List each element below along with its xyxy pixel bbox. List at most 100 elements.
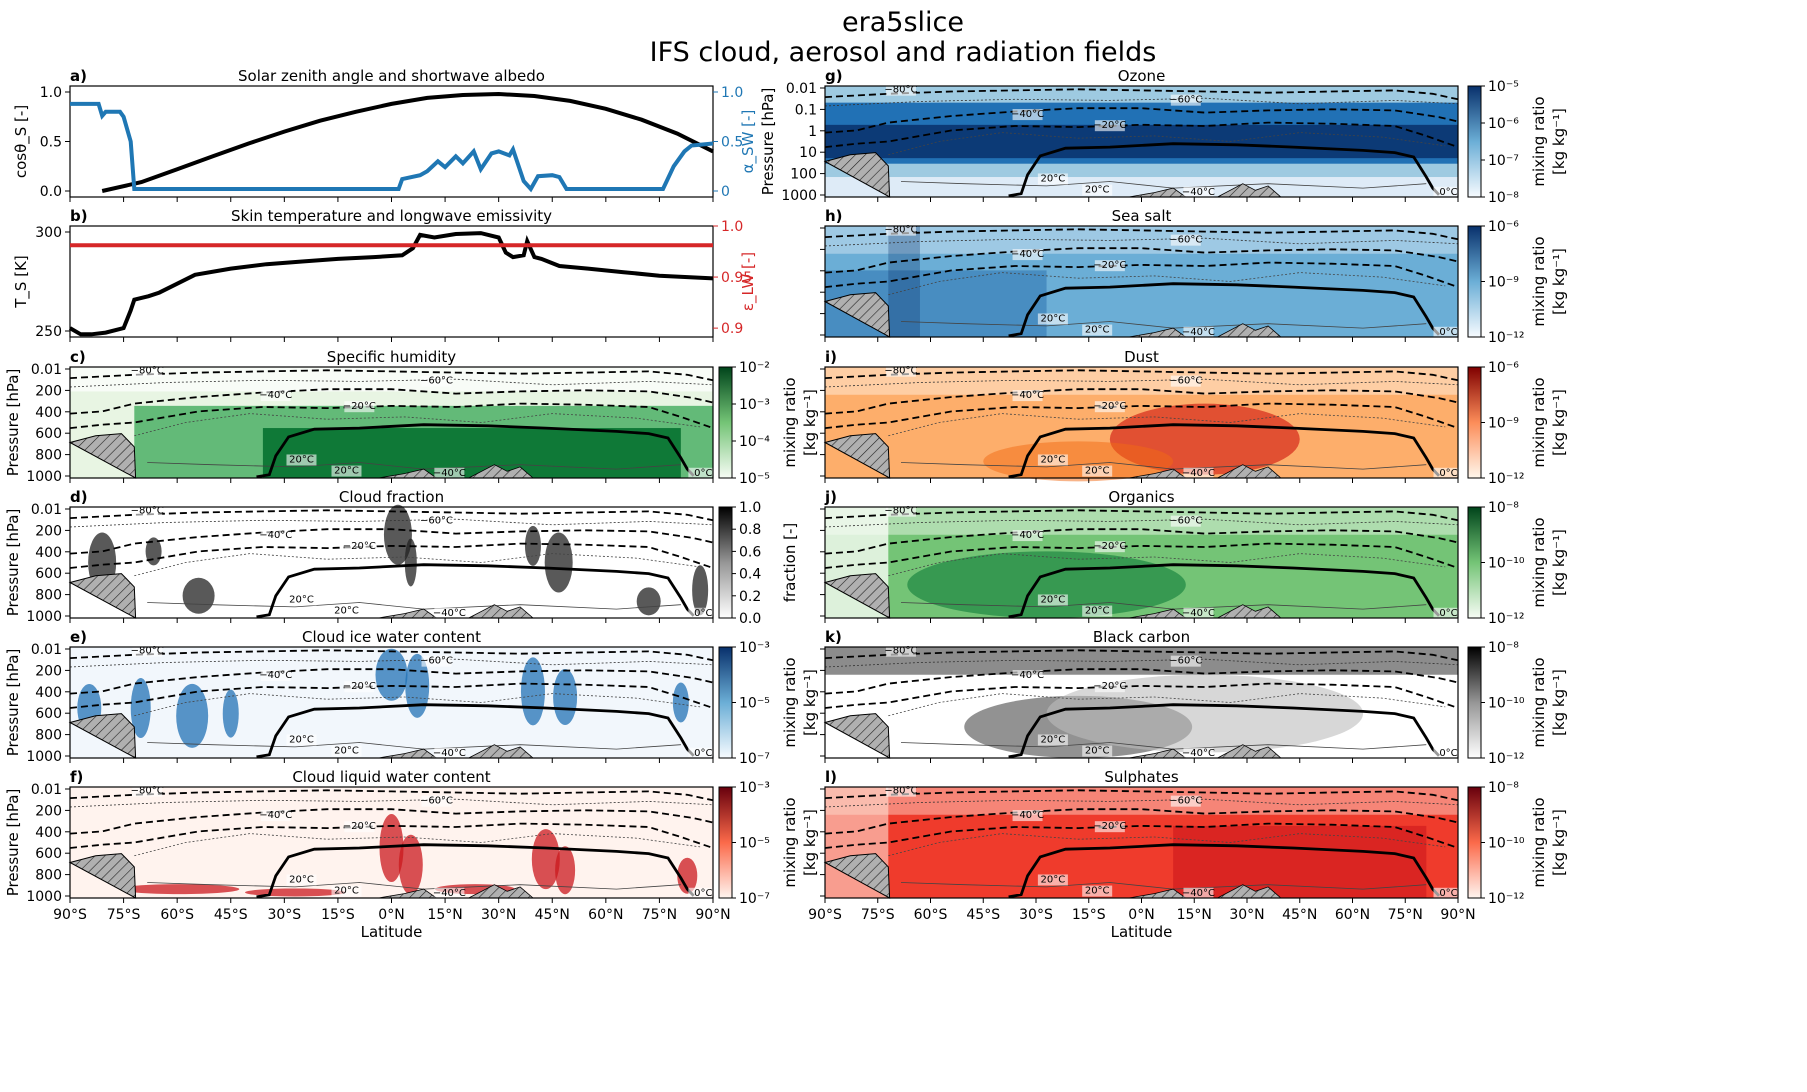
colorbar-k [1467, 646, 1482, 759]
y-tick-label: 800 [35, 448, 62, 464]
contours-j: −80°C −60°C −40°C −20°C 20°C 20°C −40°C 0°C [823, 506, 1464, 619]
colorbar-tick-label: 10⁻⁹ [1488, 416, 1519, 432]
contour-label: −40°C [1182, 187, 1215, 198]
colorbar-unit: [kg kg⁻¹] [1550, 529, 1568, 596]
contour-label: −20°C [1093, 821, 1126, 832]
contour-label: 20°C [1041, 173, 1066, 184]
colorbar-unit: [kg kg⁻¹] [1550, 669, 1568, 736]
field-f [70, 787, 713, 898]
contour-label-bg [1082, 885, 1113, 897]
contour-label-bg [344, 401, 375, 413]
colorbar-g [1467, 85, 1482, 198]
contours-e: −80°C −60°C −40°C −20°C 20°C 20°C −40°C 0°C [68, 645, 719, 759]
contour-label-bg [1094, 681, 1125, 693]
contour-label: 20°C [289, 454, 314, 465]
panel-title-g: Ozone [1118, 67, 1166, 85]
contour-thin-mid [134, 693, 701, 717]
contour-label-bg [885, 84, 916, 96]
y2-tick-label: 1.0 [721, 85, 743, 101]
contour-label: −40°C [433, 888, 466, 899]
field-h [825, 226, 1458, 337]
contour-label-bg [1037, 173, 1068, 185]
y-tick-label: 1.0 [40, 85, 62, 101]
contour-label-bg [1012, 670, 1043, 682]
y2-tick-label: 0.95 [721, 270, 752, 286]
contour-freezing [1008, 703, 1441, 759]
y-tick-label: 200 [35, 383, 62, 399]
x-tick-label: 90°S [53, 907, 87, 923]
colorbar-tick-label: 10⁻¹² [1488, 751, 1524, 767]
colorbar-tick-label: 10⁻⁶ [1488, 116, 1519, 132]
contour-label-bg [344, 681, 375, 693]
contour-thin-top [824, 658, 1459, 668]
contour-label-bg [1170, 655, 1201, 667]
contour-thin-low [147, 462, 681, 470]
figure-title-line1: era5slice [842, 7, 964, 38]
figure-title-line2: IFS cloud, aerosol and radiation fields [650, 37, 1157, 68]
terrain-antarctica [68, 433, 137, 479]
contour-label: −60°C [1169, 796, 1202, 807]
contour-label-bg [1433, 467, 1464, 479]
colorbar-label: mixing ratio [1530, 797, 1548, 887]
panel-title-l: Sulphates [1104, 768, 1179, 786]
contour-label-bg [1170, 94, 1201, 106]
contour-label-bg [1012, 810, 1043, 822]
colorbar-d [718, 506, 733, 619]
colorbar-label: mixing ratio [1530, 236, 1548, 326]
contour-label-bg [1183, 887, 1214, 899]
series-line-a-1 [70, 101, 714, 193]
colorbar-i [1467, 366, 1482, 479]
contour-label-bg [421, 655, 452, 667]
contour-label-bg [1012, 249, 1043, 261]
contour-label-bg [885, 645, 916, 657]
terrain-antarctica [823, 292, 891, 338]
contour-label: −80°C [884, 85, 917, 96]
contour-label: 20°C [289, 874, 314, 885]
contours-g: −80°C −60°C −40°C −20°C 20°C 20°C −40°C 0°C [823, 84, 1464, 198]
contour-label: −20°C [1093, 541, 1126, 552]
contour-label: 0°C [1439, 327, 1457, 338]
y-tick-label: 1000 [781, 188, 817, 204]
contour-thin-mid [888, 413, 1446, 437]
contour-label-bg [1183, 607, 1214, 619]
cloud-patch [544, 532, 573, 593]
contour-minus60 [69, 369, 714, 382]
y-tick-label: 400 [35, 405, 62, 421]
contour-label: −20°C [343, 681, 376, 692]
y-tick-label: 1000 [26, 609, 62, 625]
contour-label: 0°C [694, 608, 712, 619]
contour-thin-mid [134, 413, 701, 437]
contour-label-bg [1170, 375, 1201, 387]
contour-freezing [256, 703, 695, 759]
contours-i: −80°C −60°C −40°C −20°C 20°C 20°C −40°C 0°C [823, 365, 1464, 479]
contour-thin-top [824, 798, 1459, 808]
contour-label: 0°C [1439, 187, 1457, 198]
contour-label-bg [260, 390, 291, 402]
colorbar-tick-label: 10⁻⁷ [739, 891, 770, 907]
field-j [825, 507, 1458, 618]
x-tick-label: 30°S [267, 907, 301, 923]
contours-c: −80°C −60°C −40°C −20°C 20°C 20°C −40°C 0°C [68, 365, 719, 479]
colorbar-tick-label: 10⁻¹² [1488, 471, 1524, 487]
contour-label: −20°C [343, 541, 376, 552]
contour-freezing [256, 563, 695, 619]
contour-label-bg [421, 515, 452, 527]
contour-label-bg [1037, 313, 1068, 325]
contour-minus60 [824, 649, 1459, 662]
contour-label: 20°C [1041, 454, 1066, 465]
contour-minus40 [69, 528, 714, 555]
y-tick-label: 0.01 [31, 362, 62, 378]
colorbar-tick-label: 10⁻⁶ [1488, 360, 1519, 376]
contour-thin-mid [888, 693, 1446, 717]
contour-label: −40°C [1182, 608, 1215, 619]
contour-thin-low [900, 181, 1427, 189]
contour-label: 20°C [1085, 746, 1110, 757]
contour-label: 20°C [1041, 594, 1066, 605]
contour-label-bg [344, 821, 375, 833]
panel-label-j: j) [824, 488, 837, 506]
contour-label-bg [1170, 515, 1201, 527]
contour-label-bg [1433, 186, 1464, 198]
contour-label-bg [1170, 234, 1201, 246]
contour-thin-top [69, 378, 714, 388]
